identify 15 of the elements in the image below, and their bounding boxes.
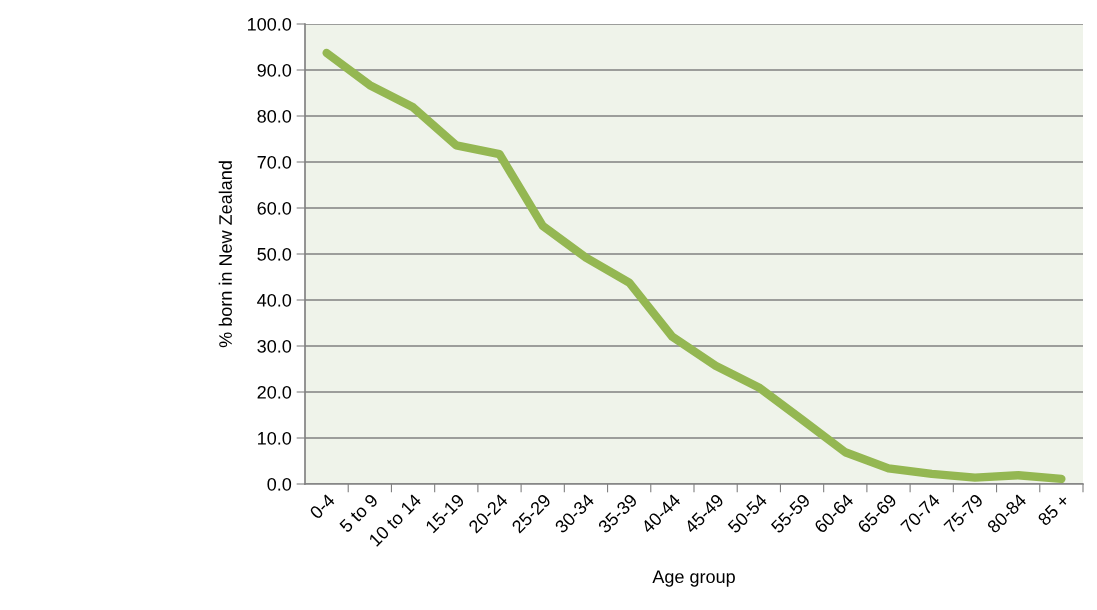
x-tick-label: 0-4 bbox=[309, 493, 336, 520]
y-tick-label: 50.0 bbox=[257, 247, 292, 261]
y-tick-label: 0.0 bbox=[267, 477, 292, 491]
y-tick-label: 80.0 bbox=[257, 109, 292, 123]
y-tick-label: 90.0 bbox=[257, 63, 292, 77]
x-tick-label: 85 + bbox=[1037, 493, 1071, 527]
y-tick-label: 60.0 bbox=[257, 201, 292, 215]
y-axis-title: % born in New Zealand bbox=[218, 161, 232, 348]
y-tick-label: 100.0 bbox=[248, 17, 292, 31]
y-tick-label: 10.0 bbox=[258, 431, 292, 445]
y-tick-label: 40.0 bbox=[257, 293, 292, 307]
x-axis-title: Age group bbox=[652, 570, 735, 587]
y-tick-label: 20.0 bbox=[257, 385, 292, 399]
y-tick-label: 70.0 bbox=[257, 155, 292, 169]
y-tick-label: 30.0 bbox=[257, 339, 292, 353]
